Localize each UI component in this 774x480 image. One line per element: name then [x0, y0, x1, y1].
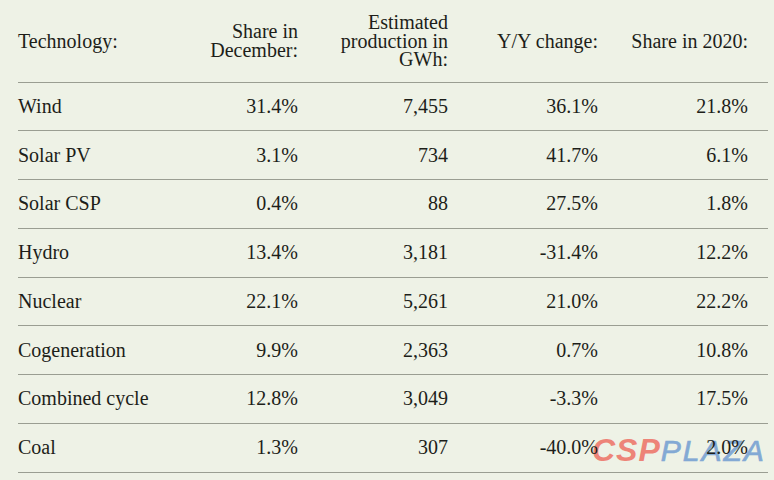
- table-row: Coal1.3%307-40.0%2.0%: [18, 423, 768, 472]
- cell-production-gwh: 734: [318, 131, 468, 180]
- cell-share-2020: 1.8%: [618, 180, 768, 229]
- column-header-share-december: Share in December:: [168, 0, 318, 82]
- cell-production-gwh: 3,181: [318, 228, 468, 277]
- cell-share-2020: 2.0%: [618, 423, 768, 472]
- cell-production-gwh: 3,049: [318, 375, 468, 424]
- table-row: Solar CSP0.4%8827.5%1.8%: [18, 180, 768, 229]
- cell-share-december: 3.1%: [168, 131, 318, 180]
- cell-share-december: 31.4%: [168, 82, 318, 131]
- header-row: Technology: Share in December: Estimated…: [18, 0, 768, 82]
- column-header-share-2020: Share in 2020:: [618, 0, 768, 82]
- cell-share-2020: 22.2%: [618, 277, 768, 326]
- cell-share-2020: 17.5%: [618, 375, 768, 424]
- cell-share-december: 9.9%: [168, 326, 318, 375]
- cell-share-december: 13.4%: [168, 228, 318, 277]
- cell-technology: Solar PV: [18, 131, 168, 180]
- cell-technology: Solar CSP: [18, 180, 168, 229]
- cell-production-gwh: 2,363: [318, 326, 468, 375]
- cell-share-december: 12.8%: [168, 375, 318, 424]
- cell-share-2020: 12.2%: [618, 228, 768, 277]
- cell-production-gwh: 5,261: [318, 277, 468, 326]
- column-header-technology: Technology:: [18, 0, 168, 82]
- cell-share-december: 0.4%: [168, 180, 318, 229]
- table-row: Wind31.4%7,45536.1%21.8%: [18, 82, 768, 131]
- cell-production-gwh: 7,455: [318, 82, 468, 131]
- cell-yy-change: 0.7%: [468, 326, 618, 375]
- table-row: Hydro13.4%3,181-31.4%12.2%: [18, 228, 768, 277]
- table-row: Solar PV3.1%73441.7%6.1%: [18, 131, 768, 180]
- cell-yy-change: -40.0%: [468, 423, 618, 472]
- cell-yy-change: 27.5%: [468, 180, 618, 229]
- cell-production-gwh: 88: [318, 180, 468, 229]
- column-header-production-gwh: Estimated production in GWh:: [318, 0, 468, 82]
- cell-technology: Nuclear: [18, 277, 168, 326]
- cell-technology: Cogeneration: [18, 326, 168, 375]
- table-row: Cogeneration9.9%2,3630.7%10.8%: [18, 326, 768, 375]
- column-header-yy-change: Y/Y change:: [468, 0, 618, 82]
- cell-yy-change: 21.0%: [468, 277, 618, 326]
- table-body: Wind31.4%7,45536.1%21.8%Solar PV3.1%7344…: [18, 82, 768, 472]
- cell-share-2020: 21.8%: [618, 82, 768, 131]
- table-header: Technology: Share in December: Estimated…: [18, 0, 768, 82]
- cell-technology: Hydro: [18, 228, 168, 277]
- cell-yy-change: 36.1%: [468, 82, 618, 131]
- table-row: Combined cycle12.8%3,049-3.3%17.5%: [18, 375, 768, 424]
- cell-share-2020: 6.1%: [618, 131, 768, 180]
- table-row: Nuclear22.1%5,26121.0%22.2%: [18, 277, 768, 326]
- cell-share-2020: 10.8%: [618, 326, 768, 375]
- cell-share-december: 1.3%: [168, 423, 318, 472]
- cell-technology: Wind: [18, 82, 168, 131]
- cell-yy-change: -31.4%: [468, 228, 618, 277]
- cell-technology: Combined cycle: [18, 375, 168, 424]
- cell-production-gwh: 307: [318, 423, 468, 472]
- cell-yy-change: 41.7%: [468, 131, 618, 180]
- cell-technology: Coal: [18, 423, 168, 472]
- cell-yy-change: -3.3%: [468, 375, 618, 424]
- cell-share-december: 22.1%: [168, 277, 318, 326]
- energy-production-table: Technology: Share in December: Estimated…: [18, 0, 768, 473]
